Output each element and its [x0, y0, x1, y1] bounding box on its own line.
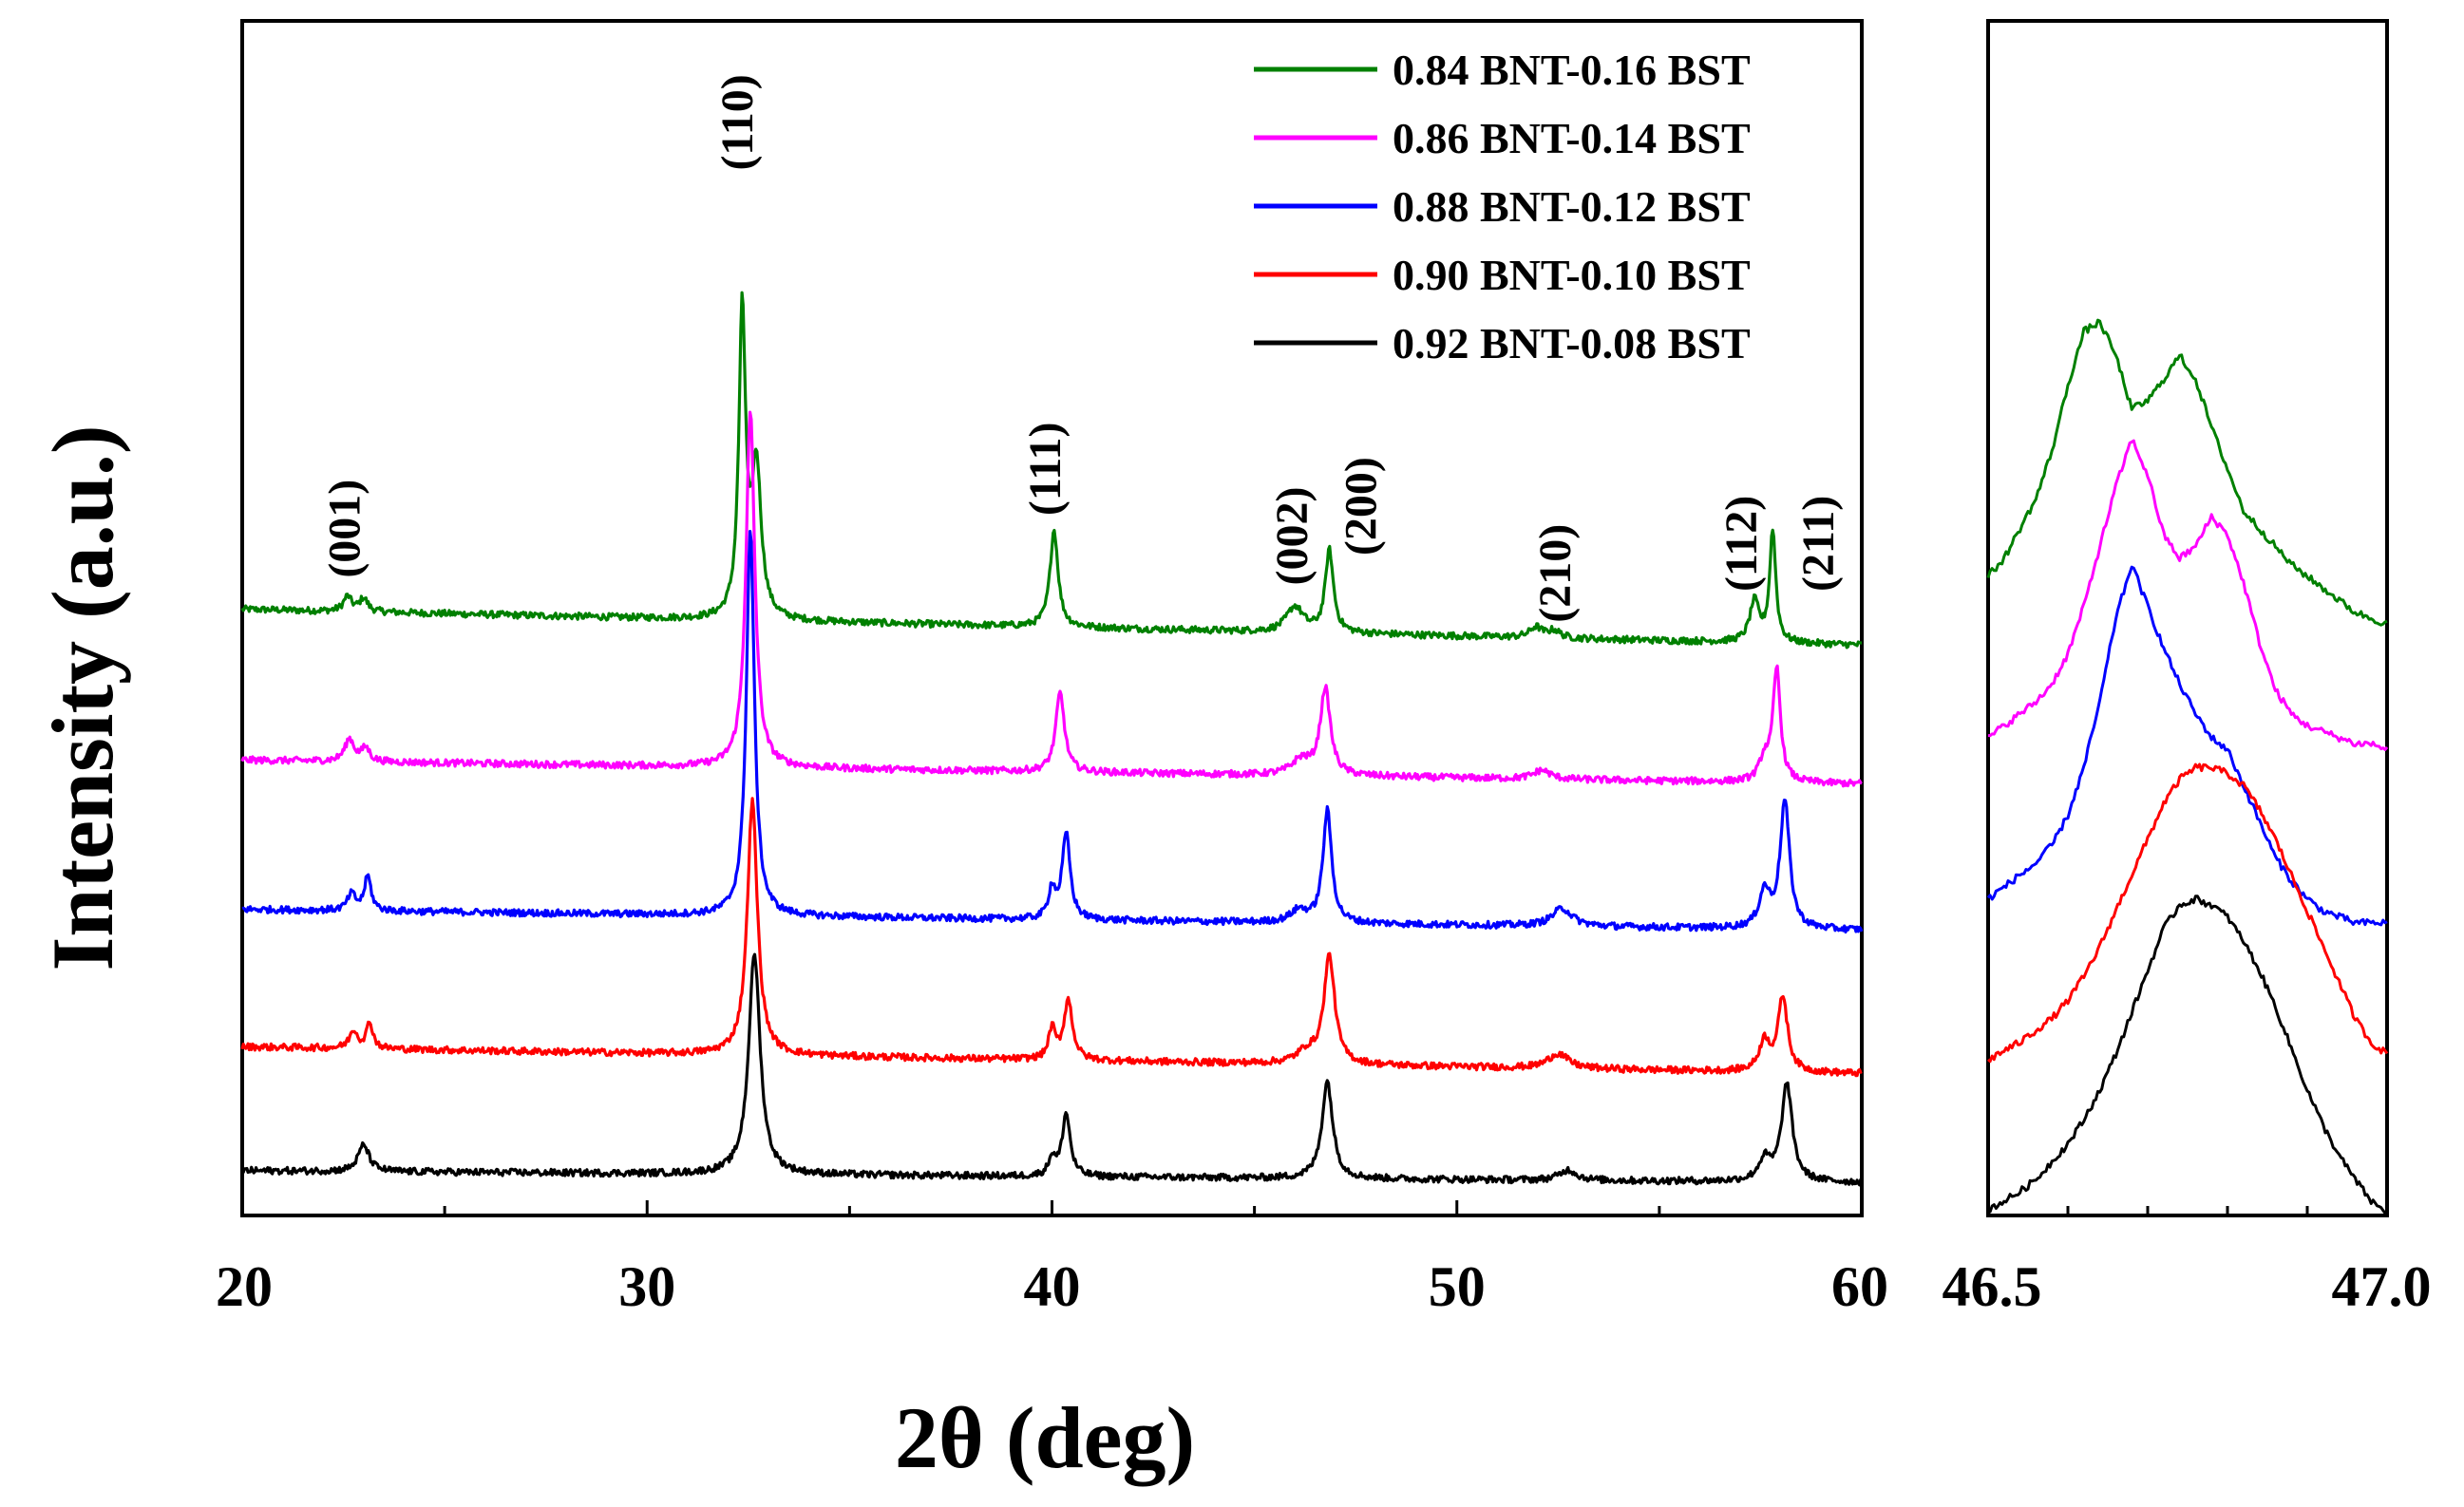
peak-label-200: (200): [1336, 457, 1387, 556]
peak-label-002: (002): [1267, 487, 1317, 586]
legend: 0.84 BNT-0.16 BST 0.86 BNT-0.14 BST 0.88 B…: [1254, 46, 1751, 367]
x-axis-title: 2θ (deg): [895, 1389, 1195, 1486]
peak-label-210: (210): [1530, 524, 1581, 623]
inset-series-line-0-90-bnt-0-10-bst: [1986, 763, 2389, 1064]
inset-traces: [1986, 318, 2389, 1217]
inset-series-line-0-92-bnt-0-08-bst: [1986, 895, 2389, 1217]
x-tick-label: 50: [1429, 1255, 1486, 1318]
inset-x-tick-label: 46.5: [1943, 1255, 2042, 1318]
series-line-0-86-bnt-0-14-bst: [240, 410, 1863, 788]
series-line-0-92-bnt-0-08-bst: [240, 952, 1864, 1187]
x-tick-label: 40: [1024, 1255, 1081, 1318]
legend-label-0-86-bnt-0-14-bst: 0.86 BNT-0.14 BST: [1393, 114, 1751, 162]
series-line-0-90-bnt-0-10-bst: [240, 797, 1863, 1078]
x-tick-label: 20: [216, 1255, 273, 1318]
peak-annotations: (001) (110) (111) (002) (200) (210) (112) (211): [320, 74, 1845, 623]
inset-xrd-panel: 46.5 47.0: [1943, 19, 2432, 1318]
main-traces: [240, 291, 1864, 1187]
series-line-0-88-bnt-0-12-bst: [241, 529, 1864, 934]
legend-label-0-88-bnt-0-12-bst: 0.88 BNT-0.12 BST: [1393, 182, 1751, 231]
inset-series-line-0-86-bnt-0-14-bst: [1987, 439, 2389, 751]
peak-label-111: (111): [1020, 422, 1071, 516]
inset-x-ticks: 46.5 47.0: [1943, 1206, 2432, 1318]
peak-label-110: (110): [712, 74, 763, 170]
peak-label-211: (211): [1793, 496, 1844, 592]
legend-label-0-90-bnt-0-10-bst: 0.90 BNT-0.10 BST: [1393, 251, 1751, 299]
series-line-0-84-bnt-0-16-bst: [240, 291, 1863, 650]
inset-series-line-0-84-bnt-0-16-bst: [1986, 318, 2388, 627]
legend-label-0-92-bnt-0-08-bst: 0.92 BNT-0.08 BST: [1393, 319, 1751, 367]
peak-label-112: (112): [1716, 496, 1767, 592]
inset-plot-frame: [1986, 19, 2389, 1217]
x-tick-label: 60: [1831, 1255, 1888, 1318]
y-axis-title: Intensity (a.u.): [34, 424, 131, 970]
x-tick-label: 30: [618, 1255, 675, 1318]
legend-label-0-84-bnt-0-16-bst: 0.84 BNT-0.16 BST: [1393, 46, 1751, 94]
inset-x-tick-label: 47.0: [2332, 1255, 2432, 1318]
main-x-ticks: 20 30 40 50 60: [216, 1200, 1888, 1318]
peak-label-001: (001): [320, 480, 370, 578]
inset-series-line-0-88-bnt-0-12-bst: [1986, 565, 2388, 927]
main-xrd-panel: 20 30 40 50 60 (001) (110) (111) (002) (200) (210…: [216, 19, 1888, 1318]
